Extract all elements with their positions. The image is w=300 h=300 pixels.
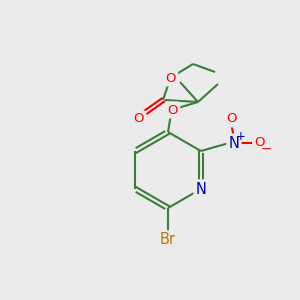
Text: O: O bbox=[255, 136, 265, 149]
Text: +: + bbox=[236, 130, 246, 143]
Text: N: N bbox=[229, 136, 239, 151]
Text: O: O bbox=[227, 112, 237, 125]
Text: N: N bbox=[196, 182, 206, 196]
Text: Br: Br bbox=[160, 232, 176, 247]
Text: O: O bbox=[166, 71, 176, 85]
Text: O: O bbox=[168, 103, 178, 116]
Text: −: − bbox=[260, 142, 272, 155]
Text: O: O bbox=[134, 112, 144, 125]
